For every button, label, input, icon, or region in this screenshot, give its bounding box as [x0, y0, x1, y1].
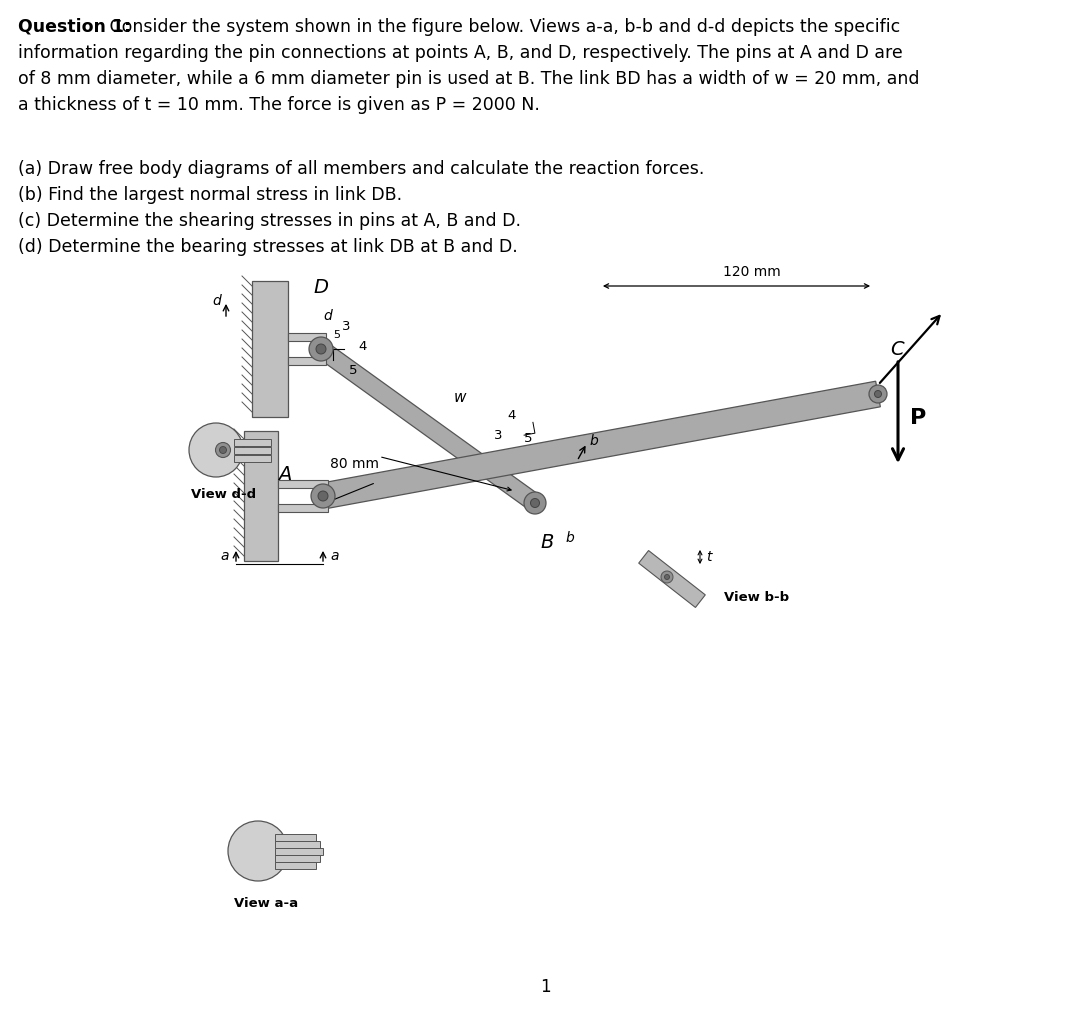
- Text: b: b: [590, 434, 598, 448]
- Text: D: D: [313, 278, 328, 297]
- Polygon shape: [639, 551, 705, 608]
- Circle shape: [531, 499, 540, 508]
- Polygon shape: [288, 333, 326, 341]
- Text: (b) Find the largest normal stress in link DB.: (b) Find the largest normal stress in li…: [19, 186, 402, 204]
- Circle shape: [318, 491, 328, 501]
- Text: a: a: [330, 549, 339, 563]
- Text: B: B: [540, 533, 554, 552]
- Text: 80 mm: 80 mm: [329, 457, 378, 471]
- Text: 5: 5: [524, 432, 532, 445]
- Polygon shape: [275, 833, 316, 840]
- Circle shape: [311, 484, 335, 508]
- Circle shape: [524, 492, 546, 514]
- Text: 3: 3: [494, 429, 502, 442]
- Circle shape: [874, 390, 882, 397]
- Text: 120 mm: 120 mm: [723, 265, 780, 279]
- Polygon shape: [234, 446, 271, 453]
- Text: w: w: [453, 390, 467, 405]
- Polygon shape: [275, 862, 316, 869]
- Text: View d-d: View d-d: [192, 488, 256, 501]
- Polygon shape: [320, 381, 881, 509]
- Text: Question 1:: Question 1:: [19, 18, 131, 36]
- Text: b: b: [565, 531, 573, 545]
- Text: a: a: [220, 549, 229, 563]
- Text: A: A: [278, 464, 291, 484]
- Text: View b-b: View b-b: [724, 591, 789, 604]
- Text: 5: 5: [349, 365, 358, 378]
- Polygon shape: [316, 341, 541, 510]
- Polygon shape: [275, 854, 320, 862]
- Circle shape: [216, 443, 230, 457]
- Text: of 8 mm diameter, while a 6 mm diameter pin is used at B. The link BD has a widt: of 8 mm diameter, while a 6 mm diameter …: [19, 70, 920, 88]
- Text: t: t: [706, 550, 712, 564]
- Text: a thickness of t = 10 mm. The force is given as P = 2000 N.: a thickness of t = 10 mm. The force is g…: [19, 96, 540, 114]
- Text: 1: 1: [540, 978, 550, 996]
- Circle shape: [228, 821, 288, 881]
- Text: (d) Determine the bearing stresses at link DB at B and D.: (d) Determine the bearing stresses at li…: [19, 238, 518, 256]
- Polygon shape: [278, 504, 328, 512]
- Text: 4: 4: [359, 340, 367, 354]
- Polygon shape: [244, 431, 278, 561]
- Text: P: P: [910, 407, 926, 428]
- Text: 3: 3: [342, 320, 350, 333]
- Text: Consider the system shown in the figure below. Views a-a, b-b and d-d depicts th: Consider the system shown in the figure …: [104, 18, 900, 36]
- Circle shape: [665, 574, 669, 579]
- Circle shape: [189, 423, 243, 477]
- Polygon shape: [275, 840, 320, 847]
- Circle shape: [661, 571, 673, 583]
- Text: View a-a: View a-a: [234, 897, 298, 910]
- Circle shape: [869, 385, 887, 403]
- Text: (a) Draw free body diagrams of all members and calculate the reaction forces.: (a) Draw free body diagrams of all membe…: [19, 160, 704, 178]
- Text: (c) Determine the shearing stresses in pins at A, B and D.: (c) Determine the shearing stresses in p…: [19, 212, 521, 230]
- Circle shape: [308, 337, 334, 361]
- Text: C: C: [891, 340, 904, 359]
- Polygon shape: [278, 480, 328, 488]
- Circle shape: [219, 446, 227, 453]
- Polygon shape: [288, 357, 326, 365]
- Text: information regarding the pin connections at points A, B, and D, respectively. T: information regarding the pin connection…: [19, 44, 903, 62]
- Polygon shape: [234, 439, 271, 445]
- Circle shape: [316, 344, 326, 354]
- Polygon shape: [275, 847, 323, 854]
- Text: d: d: [213, 294, 221, 308]
- Polygon shape: [252, 281, 288, 417]
- Text: 4: 4: [507, 408, 516, 422]
- Text: 5: 5: [334, 330, 340, 340]
- Text: d: d: [323, 309, 331, 323]
- Polygon shape: [234, 454, 271, 461]
